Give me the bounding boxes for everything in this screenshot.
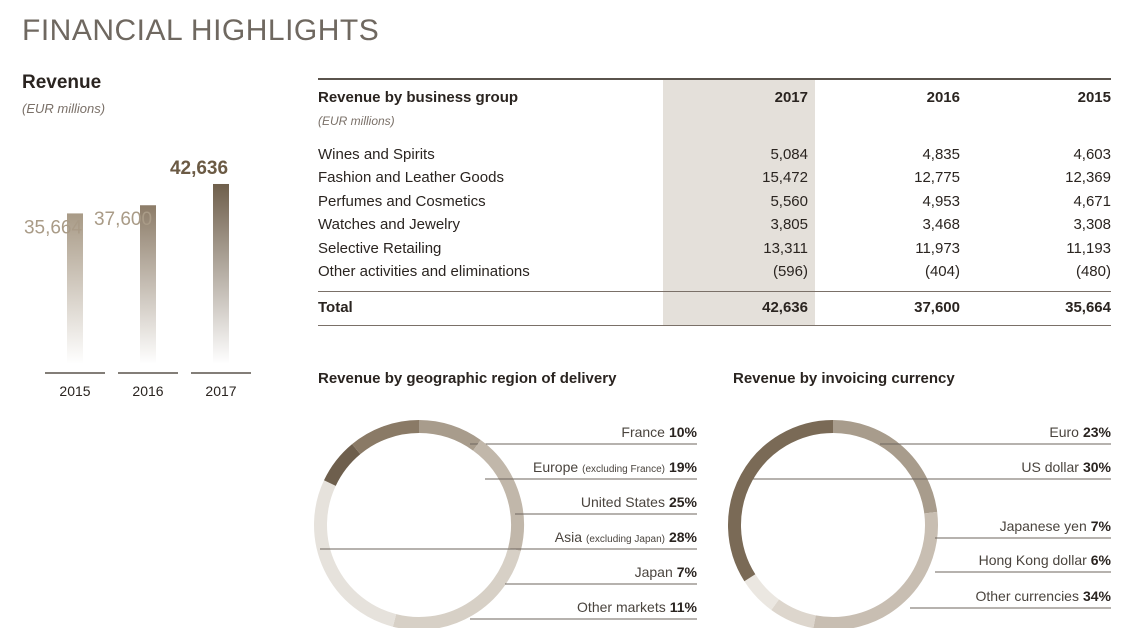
legend-label: Other markets (577, 599, 666, 615)
table-cell-2016: 3,468 (922, 216, 960, 234)
table-cell-2015: 11,193 (1066, 239, 1111, 257)
legend-item: Other currencies 34% (975, 588, 1111, 604)
legend-label: Euro (1049, 424, 1079, 440)
legend-percent: 11% (669, 599, 697, 615)
legend-percent: 23% (1082, 424, 1111, 440)
revenue-bar-2016 (140, 205, 156, 364)
revenue-chart-title: Revenue (22, 72, 102, 93)
table-bottom-rule (318, 325, 1111, 326)
legend-item: Japan 7% (635, 564, 697, 580)
geo-chart-title: Revenue by geographic region of delivery (318, 370, 617, 387)
donut-slice-other-currencies (728, 420, 834, 582)
revenue-year-label: 2015 (59, 383, 90, 399)
col-header-2017: 2017 (774, 89, 808, 106)
table-cell-2016: 4,835 (922, 146, 960, 163)
revenue-value-label-2016: 37,600 (94, 209, 152, 230)
table-cell-2017: 3,805 (770, 216, 808, 234)
legend-percent: 19% (668, 459, 697, 475)
table-cell-2017: 5,084 (770, 146, 808, 163)
table-row-label: Other activities and eliminations (318, 263, 530, 280)
legend-percent: 10% (668, 424, 697, 440)
donut-slice-japanese-yen (771, 599, 816, 628)
currency-chart-title: Revenue by invoicing currency (733, 370, 955, 387)
table-cell-2015: 4,671 (1073, 192, 1111, 210)
legend-percent: 34% (1082, 588, 1111, 604)
legend-label: Hong Kong dollar (978, 552, 1087, 568)
legend-item: France 10% (621, 424, 697, 440)
legend-percent: 6% (1090, 552, 1111, 568)
donut-slice-france (418, 420, 481, 451)
table-top-rule (318, 78, 1111, 80)
legend-item: US dollar 30% (1021, 459, 1111, 475)
legend-item: United States 25% (581, 494, 697, 510)
table-cell-2016: 4,953 (922, 192, 960, 210)
total-2017: 42,636 (762, 299, 808, 316)
col-header-2016: 2016 (926, 89, 960, 106)
revenue-value-label-2017: 42,636 (170, 158, 228, 179)
donut-slice-hong-kong-dollar (744, 574, 780, 610)
legend-sublabel: (excluding France) (582, 464, 665, 475)
table-header-unit: (EUR millions) (318, 114, 395, 128)
legend-item: Japanese yen 7% (1000, 518, 1111, 534)
legend-percent: 28% (668, 529, 697, 545)
legend-item: Europe (excluding France) 19% (533, 459, 697, 475)
table-cell-2017: 5,560 (770, 192, 808, 210)
table-cell-2015: 3,308 (1073, 216, 1111, 234)
legend-label: Japanese yen (999, 518, 1087, 534)
legend-item: Asia (excluding Japan) 28% (555, 529, 697, 545)
donut-slice-europe (472, 440, 524, 552)
revenue-bar-2017 (213, 183, 229, 364)
legend-label: Other currencies (975, 588, 1079, 604)
table-row-label: Selective Retailing (318, 239, 442, 257)
table-cell-2015: 12,369 (1065, 169, 1111, 187)
revenue-bar-chart: 35,664 2015 37,600 2016 42,636 2017 (24, 158, 251, 399)
table-cell-2015: 4,603 (1073, 146, 1111, 163)
revenue-year-label: 2017 (205, 383, 236, 399)
legend-item: Other markets 11% (577, 599, 697, 615)
legend-label: Europe (533, 459, 579, 475)
revenue-chart-unit: (EUR millions) (22, 101, 106, 116)
donut-slice-euro (832, 420, 938, 514)
legend-label: France (621, 424, 665, 440)
legend-percent: 7% (1090, 518, 1111, 534)
table-cell-2017: (596) (772, 263, 808, 280)
table-row-label: Watches and Jewelry (318, 216, 461, 234)
revenue-bar-2015 (67, 213, 83, 364)
legend-label: US dollar (1021, 459, 1079, 475)
col-header-2015: 2015 (1077, 89, 1111, 106)
revenue-value-label-2015: 35,664 (24, 217, 83, 238)
donut-slice-united-states (392, 547, 521, 628)
total-2016: 37,600 (914, 299, 960, 316)
table-row-label: Wines and Spirits (318, 146, 435, 163)
donut-slice-other-markets (352, 420, 420, 455)
total-row-label: Total (318, 299, 353, 316)
donut-slice-asia (314, 480, 397, 627)
legend-label: United States (580, 494, 665, 510)
legend-item: Hong Kong dollar 6% (979, 552, 1111, 568)
page-title: FINANCIAL HIGHLIGHTS (22, 14, 380, 47)
legend-sublabel: (excluding Japan) (586, 534, 665, 545)
table-cell-2016: 11,973 (915, 239, 960, 257)
table-cell-2016: (404) (924, 263, 960, 280)
revenue-year-label: 2016 (132, 383, 163, 399)
legend-item: Euro 23% (1049, 424, 1111, 440)
legend-percent: 25% (668, 494, 697, 510)
donut-slice-us-dollar (813, 511, 938, 628)
table-total-rule (318, 291, 1111, 292)
table-header-title: Revenue by business group (318, 89, 519, 106)
table-cell-2016: 12,775 (914, 169, 960, 187)
legend-percent: 7% (676, 564, 697, 580)
total-2015: 35,664 (1065, 299, 1111, 316)
table-row-label: Perfumes and Cosmetics (318, 192, 486, 210)
table-cell-2015: (480) (1075, 263, 1111, 280)
donut-slice-japan (323, 444, 361, 487)
table-cell-2017: 13,311 (763, 239, 808, 257)
table-2017-highlight (663, 80, 815, 326)
legend-label: Japan (634, 564, 673, 580)
legend-percent: 30% (1082, 459, 1111, 475)
legend-label: Asia (554, 529, 583, 545)
table-cell-2017: 15,472 (762, 169, 808, 187)
table-row-label: Fashion and Leather Goods (318, 169, 504, 187)
